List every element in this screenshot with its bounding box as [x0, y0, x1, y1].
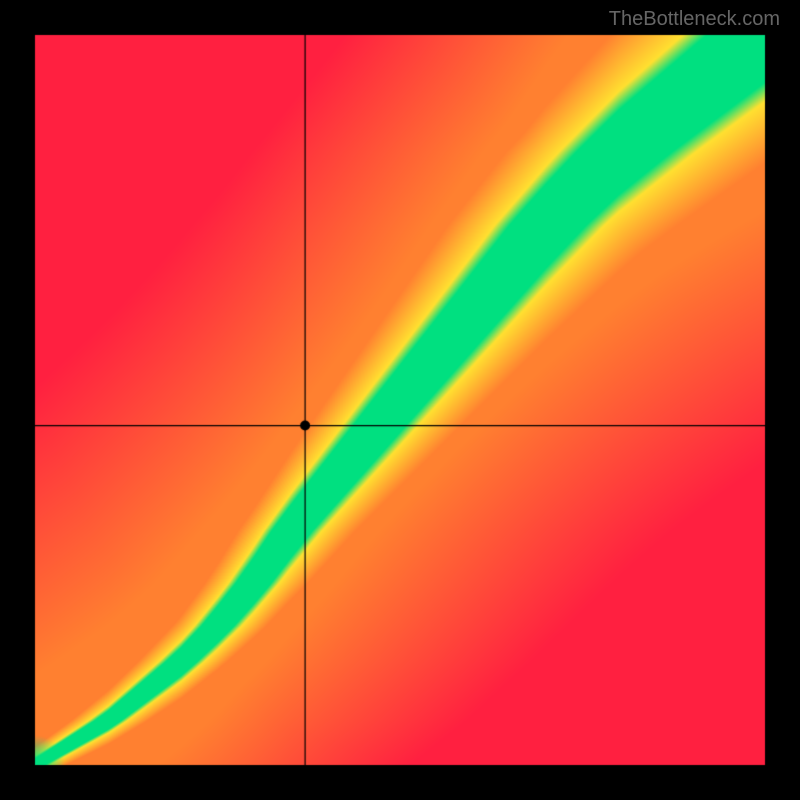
- heatmap-canvas: [0, 0, 800, 800]
- chart-container: TheBottleneck.com: [0, 0, 800, 800]
- watermark-text: TheBottleneck.com: [609, 8, 780, 31]
